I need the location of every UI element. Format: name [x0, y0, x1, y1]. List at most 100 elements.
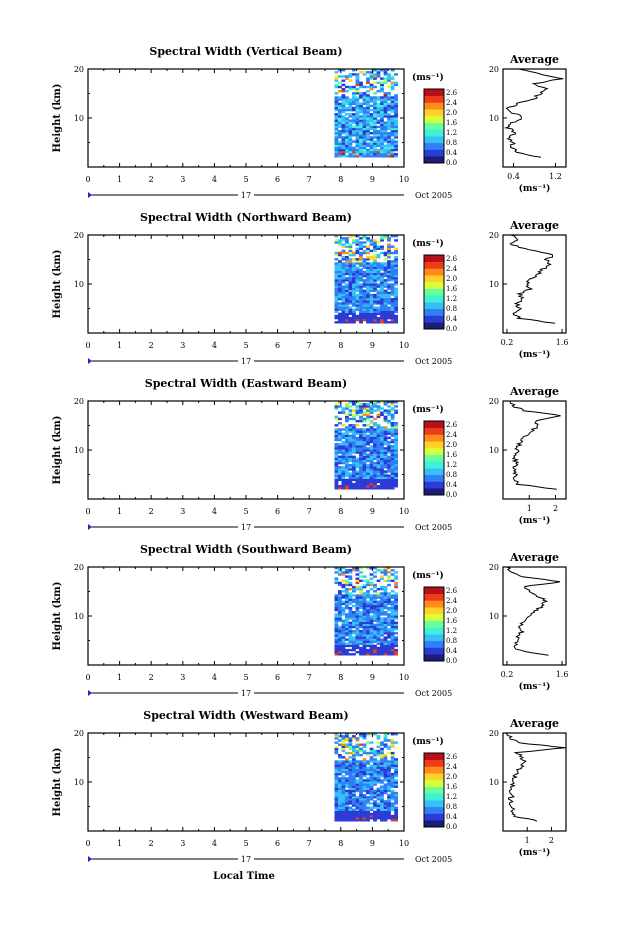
- heatmap-cell: [334, 615, 339, 618]
- heatmap-cell: [348, 283, 353, 286]
- heatmap-cell: [376, 424, 381, 427]
- heatmap-cell: [394, 640, 398, 643]
- heatmap-cell: [390, 430, 395, 433]
- heatmap-cell: [366, 407, 370, 410]
- heatmap-cell: [352, 69, 356, 72]
- colorbar-segment: [424, 461, 444, 469]
- heatmap-cell: [334, 289, 339, 292]
- colorbar-tick-label: 2.0: [446, 109, 457, 117]
- heatmap-cell: [366, 428, 370, 431]
- heatmap-cell: [369, 258, 374, 261]
- heatmap-cell: [373, 443, 377, 446]
- heatmap-cell: [390, 653, 395, 656]
- heatmap-cell: [394, 281, 398, 284]
- colorbar-segment: [424, 587, 444, 594]
- heatmap-cell: [334, 594, 339, 597]
- heatmap-cell: [394, 617, 398, 620]
- heatmap-cell: [390, 453, 395, 456]
- heatmap-cell: [338, 817, 342, 820]
- heatmap-cell: [369, 598, 374, 601]
- heatmap-cell: [359, 611, 363, 614]
- heatmap-cell: [390, 785, 395, 788]
- heatmap-cell: [387, 153, 391, 156]
- heatmap-cell: [362, 806, 367, 809]
- heatmap-cell: [366, 770, 370, 774]
- heatmap-cell: [383, 127, 388, 131]
- heatmap-cell: [341, 407, 346, 410]
- heatmap-cell: [387, 144, 391, 147]
- heatmap-cell: [394, 581, 398, 585]
- colorbar-segment: [424, 261, 444, 269]
- heatmap-cell: [352, 600, 356, 603]
- heatmap-cell: [376, 646, 381, 650]
- heatmap-cell: [369, 581, 374, 585]
- heatmap-cell: [369, 617, 374, 620]
- heatmap-cell: [359, 466, 363, 469]
- heatmap-cell: [387, 422, 391, 425]
- heatmap-cell: [390, 285, 395, 288]
- heatmap-cell: [369, 459, 374, 463]
- heatmap-cell: [345, 321, 349, 324]
- heatmap-cell: [383, 453, 388, 456]
- heatmap-cell: [348, 123, 353, 126]
- heatmap-cell: [373, 796, 377, 799]
- heatmap-cell: [362, 127, 367, 131]
- heatmap-cell: [362, 432, 367, 435]
- heatmap-cell: [394, 781, 398, 784]
- heatmap-cell: [345, 482, 349, 486]
- heatmap-cell: [338, 613, 342, 616]
- heatmap-cell: [373, 295, 377, 299]
- heatmap-cell: [338, 281, 342, 284]
- colorbar-segment: [424, 820, 444, 828]
- heatmap-cell: [394, 775, 398, 778]
- heatmap-cell: [394, 733, 398, 736]
- heatmap-cell: [394, 121, 398, 124]
- heatmap-cell: [380, 106, 384, 110]
- heatmap-cell: [341, 478, 346, 482]
- heatmap-cell: [338, 85, 342, 89]
- heatmap-cell: [376, 426, 381, 429]
- heatmap-cell: [348, 272, 353, 276]
- heatmap-cell: [383, 461, 388, 465]
- heatmap-cell: [383, 636, 388, 639]
- heatmap-cell: [359, 115, 363, 118]
- heatmap-cell: [362, 300, 367, 303]
- heatmap-cell: [380, 613, 384, 616]
- heatmap-cell: [355, 319, 360, 322]
- heatmap-cell: [352, 613, 356, 616]
- heatmap-cell: [366, 405, 370, 408]
- heatmap-cell: [366, 239, 370, 242]
- heatmap-cell: [341, 94, 346, 97]
- heatmap-cell: [352, 73, 356, 76]
- panel-1: Spectral Width (Northward Beam)0 1 2 3 4 5 6 7 8…: [52, 211, 568, 366]
- heatmap-cell: [390, 251, 395, 255]
- heatmap-cell: [380, 775, 384, 778]
- heatmap-cell: [352, 636, 356, 639]
- heatmap-cell: [394, 308, 398, 311]
- heatmap-cell: [387, 449, 391, 452]
- date-label: Oct 2005: [415, 689, 452, 698]
- heatmap-cell: [366, 487, 370, 490]
- heatmap-cell: [394, 247, 398, 250]
- heatmap-cell: [373, 289, 377, 292]
- heatmap-cell: [338, 295, 342, 299]
- heatmap-cell: [359, 268, 363, 271]
- heatmap-cell: [394, 428, 398, 431]
- colorbar-segment: [424, 288, 444, 296]
- heatmap-cell: [355, 779, 360, 782]
- heatmap-cell: [376, 615, 381, 618]
- heatmap-cell: [348, 277, 353, 280]
- heatmap-cell: [376, 119, 381, 122]
- heatmap-cell: [369, 96, 374, 99]
- heatmap-cell: [387, 781, 391, 784]
- heatmap-cell: [345, 293, 349, 297]
- heatmap-cell: [341, 316, 346, 320]
- heatmap-cell: [355, 150, 360, 154]
- heatmap-cell: [380, 772, 384, 776]
- heatmap-cell: [376, 749, 381, 753]
- heatmap-cell: [387, 260, 391, 263]
- heatmap-cell: [362, 472, 367, 475]
- heatmap-cell: [348, 136, 353, 139]
- heatmap-cell: [394, 83, 398, 87]
- heatmap-cell: [394, 461, 398, 465]
